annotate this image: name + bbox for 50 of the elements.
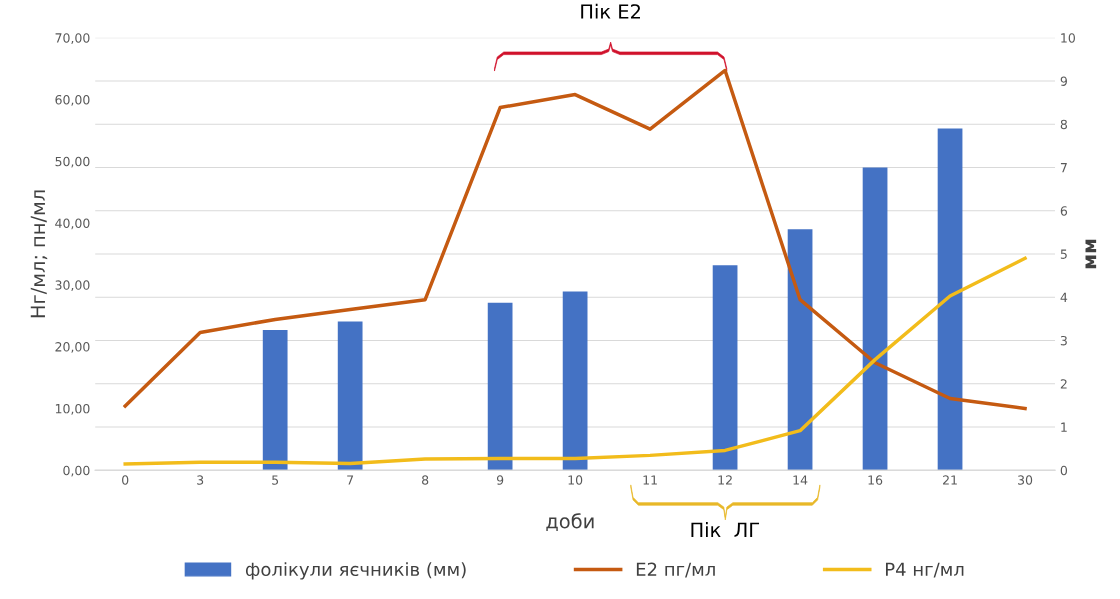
x-axis-title: доби bbox=[546, 513, 594, 531]
legend-label: Р4 нг/мл bbox=[885, 562, 964, 578]
bar bbox=[712, 265, 738, 471]
line-series bbox=[123, 256, 1027, 466]
x-tick-label: 7 bbox=[347, 475, 354, 485]
y2-tick-label: 7 bbox=[1060, 163, 1067, 173]
x-tick-label: 11 bbox=[643, 475, 657, 485]
x-tick-label: 9 bbox=[496, 475, 504, 485]
y-tick-label: 50,00 bbox=[55, 156, 90, 168]
x-tick-label: 5 bbox=[272, 475, 279, 485]
x-tick-label: 14 bbox=[793, 475, 808, 485]
y-tick-label: 0,00 bbox=[63, 465, 90, 477]
x-tick-label: 8 bbox=[422, 475, 429, 485]
y-tick-label: 40,00 bbox=[55, 218, 90, 230]
y2-tick-label: 0 bbox=[1060, 465, 1068, 476]
bar bbox=[862, 167, 888, 471]
text: Пік ЛГ bbox=[691, 522, 760, 537]
x-tick-label: 21 bbox=[943, 475, 957, 485]
x-tick-label: 0 bbox=[122, 475, 129, 485]
y2-tick-label: 1 bbox=[1061, 422, 1067, 432]
text: Пік Е2 bbox=[581, 3, 640, 19]
x-tick-label: 12 bbox=[718, 475, 732, 485]
y2-axis-title: мм bbox=[1085, 239, 1097, 269]
y-axis-title: Нг/мл; пн/мл bbox=[30, 190, 48, 318]
bar bbox=[787, 229, 813, 471]
y-tick-label: 60,00 bbox=[55, 94, 90, 106]
y2-tick-label: 10 bbox=[1061, 33, 1075, 43]
x-tick-label: 16 bbox=[868, 475, 883, 485]
bar bbox=[487, 302, 513, 471]
bar bbox=[337, 321, 363, 471]
y-tick-label: 10,00 bbox=[55, 403, 90, 415]
x-tick-label: 10 bbox=[568, 475, 583, 485]
y2-tick-label: 2 bbox=[1060, 379, 1067, 389]
x-tick-label: 30 bbox=[1018, 475, 1033, 485]
y2-tick-label: 9 bbox=[1060, 76, 1067, 86]
y-tick-label: 70,00 bbox=[55, 33, 90, 44]
y-tick-label: 20,00 bbox=[55, 342, 90, 353]
y2-tick-label: 6 bbox=[1060, 206, 1068, 216]
y-tick-label: 30,00 bbox=[55, 280, 90, 292]
legend-label: фолікули яєчників (мм) bbox=[245, 562, 466, 580]
legend-label: Е2 пг/мл bbox=[636, 562, 715, 578]
bar bbox=[937, 128, 963, 471]
y2-tick-label: 3 bbox=[1060, 335, 1067, 346]
y2-tick-label: 5 bbox=[1060, 249, 1067, 259]
bar bbox=[262, 330, 288, 471]
y2-tick-label: 4 bbox=[1060, 292, 1068, 302]
line-series bbox=[123, 68, 1027, 411]
y2-tick-label: 8 bbox=[1060, 119, 1067, 130]
bar bbox=[562, 291, 588, 471]
x-tick-label: 3 bbox=[197, 475, 204, 485]
